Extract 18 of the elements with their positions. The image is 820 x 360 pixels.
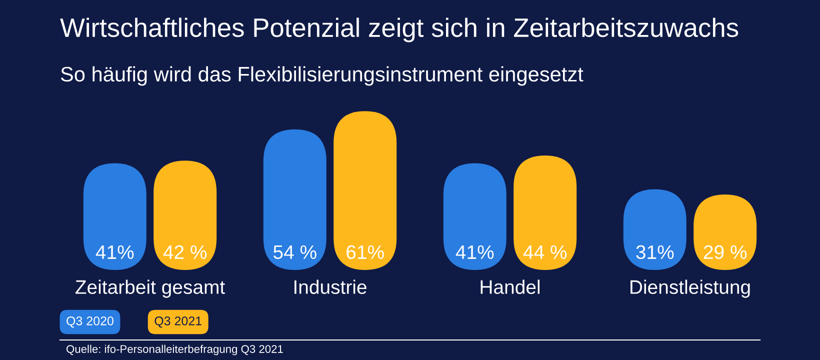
- text: Q3 2020: [66, 316, 114, 328]
- chart-subtitle: So häufig wird das Flexibilisierungsinstrument eingesetzt: [60, 66, 584, 86]
- data-label: 42 %: [163, 245, 207, 259]
- data-label: 41%: [96, 245, 134, 259]
- text: Q3 2021: [154, 316, 202, 328]
- chart-title: Wirtschaftliches Potenzial zeigt sich in Zeitarbeitszuwachs: [60, 18, 738, 42]
- x-tick-label: Dienstleistung: [630, 280, 750, 298]
- data-label: 44 %: [523, 245, 567, 259]
- x-tick-label: Zeitarbeit gesamt: [76, 280, 225, 298]
- data-label: 31%: [636, 245, 674, 260]
- data-label: 61%: [346, 245, 384, 260]
- data-label: 41%: [456, 245, 494, 259]
- data-label: 54 %: [274, 245, 316, 260]
- x-tick-label: Industrie: [294, 280, 366, 294]
- x-tick-label: Handel: [480, 280, 540, 294]
- source-note: Quelle: ifo-Personalleiterbefragung Q3 2021: [66, 344, 283, 356]
- data-label: 29 %: [704, 245, 747, 260]
- bar: [334, 111, 397, 270]
